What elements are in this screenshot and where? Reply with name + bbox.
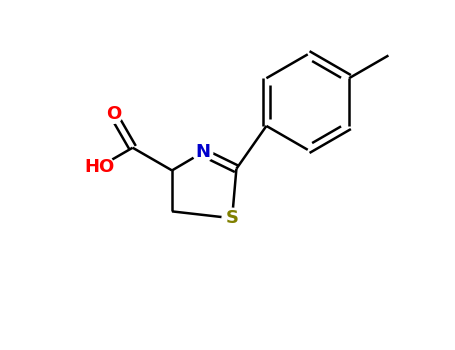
Circle shape [85, 153, 114, 182]
Circle shape [222, 208, 242, 228]
Text: O: O [106, 105, 121, 123]
Text: N: N [195, 144, 210, 161]
Circle shape [104, 105, 122, 123]
Circle shape [193, 142, 213, 162]
Text: HO: HO [84, 158, 114, 176]
Text: S: S [226, 209, 238, 227]
